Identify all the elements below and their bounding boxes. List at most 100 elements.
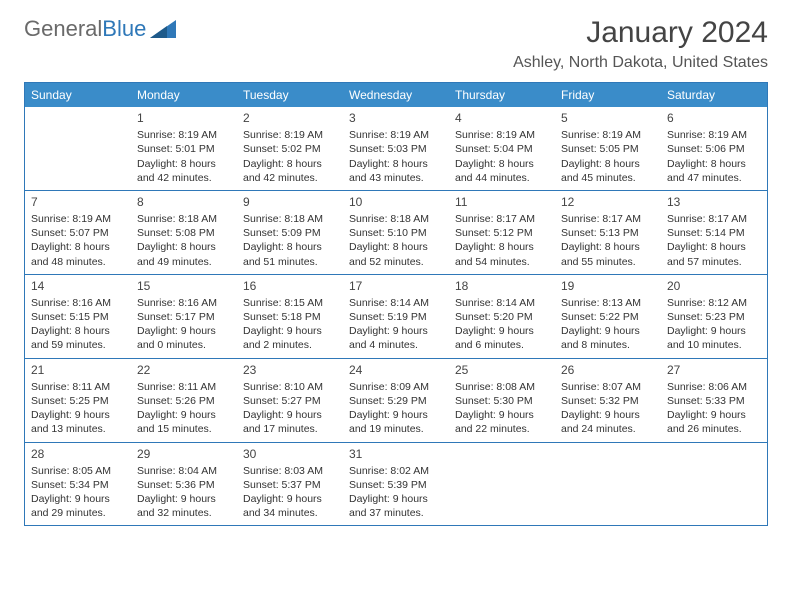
header: GeneralBlue January 2024 Ashley, North D… (24, 16, 768, 72)
day-number: 5 (561, 110, 655, 126)
day-number: 29 (137, 446, 231, 462)
sunrise-line: Sunrise: 8:09 AM (349, 380, 443, 394)
sunrise-line: Sunrise: 8:14 AM (349, 296, 443, 310)
day-cell: 6Sunrise: 8:19 AMSunset: 5:06 PMDaylight… (661, 107, 767, 190)
day-cell: 29Sunrise: 8:04 AMSunset: 5:36 PMDayligh… (131, 443, 237, 526)
sunrise-line: Sunrise: 8:17 AM (667, 212, 761, 226)
sunrise-line: Sunrise: 8:18 AM (349, 212, 443, 226)
sunrise-line: Sunrise: 8:19 AM (561, 128, 655, 142)
daylight-line: Daylight: 8 hours and 43 minutes. (349, 157, 443, 185)
sunset-line: Sunset: 5:15 PM (31, 310, 125, 324)
sunset-line: Sunset: 5:04 PM (455, 142, 549, 156)
day-number: 3 (349, 110, 443, 126)
sunrise-line: Sunrise: 8:16 AM (31, 296, 125, 310)
sunset-line: Sunset: 5:22 PM (561, 310, 655, 324)
daylight-line: Daylight: 9 hours and 24 minutes. (561, 408, 655, 436)
sunset-line: Sunset: 5:13 PM (561, 226, 655, 240)
day-number: 2 (243, 110, 337, 126)
day-number: 23 (243, 362, 337, 378)
day-number: 18 (455, 278, 549, 294)
day-cell: 14Sunrise: 8:16 AMSunset: 5:15 PMDayligh… (25, 275, 131, 358)
day-number: 4 (455, 110, 549, 126)
daylight-line: Daylight: 9 hours and 10 minutes. (667, 324, 761, 352)
day-cell: 8Sunrise: 8:18 AMSunset: 5:08 PMDaylight… (131, 191, 237, 274)
day-cell: 20Sunrise: 8:12 AMSunset: 5:23 PMDayligh… (661, 275, 767, 358)
sunrise-line: Sunrise: 8:11 AM (137, 380, 231, 394)
daylight-line: Daylight: 9 hours and 13 minutes. (31, 408, 125, 436)
daylight-line: Daylight: 9 hours and 19 minutes. (349, 408, 443, 436)
daylight-line: Daylight: 8 hours and 51 minutes. (243, 240, 337, 268)
sunset-line: Sunset: 5:34 PM (31, 478, 125, 492)
day-number: 11 (455, 194, 549, 210)
day-header: Sunday (25, 83, 131, 107)
day-cell: 27Sunrise: 8:06 AMSunset: 5:33 PMDayligh… (661, 359, 767, 442)
day-number: 9 (243, 194, 337, 210)
sunset-line: Sunset: 5:02 PM (243, 142, 337, 156)
day-header: Saturday (661, 83, 767, 107)
day-cell: 23Sunrise: 8:10 AMSunset: 5:27 PMDayligh… (237, 359, 343, 442)
sunset-line: Sunset: 5:32 PM (561, 394, 655, 408)
sunrise-line: Sunrise: 8:19 AM (31, 212, 125, 226)
sunrise-line: Sunrise: 8:19 AM (137, 128, 231, 142)
day-number: 27 (667, 362, 761, 378)
day-number: 28 (31, 446, 125, 462)
day-number: 24 (349, 362, 443, 378)
sunrise-line: Sunrise: 8:11 AM (31, 380, 125, 394)
daylight-line: Daylight: 9 hours and 29 minutes. (31, 492, 125, 520)
day-cell: 12Sunrise: 8:17 AMSunset: 5:13 PMDayligh… (555, 191, 661, 274)
day-number: 6 (667, 110, 761, 126)
day-cell: 17Sunrise: 8:14 AMSunset: 5:19 PMDayligh… (343, 275, 449, 358)
sunrise-line: Sunrise: 8:15 AM (243, 296, 337, 310)
day-cell: 3Sunrise: 8:19 AMSunset: 5:03 PMDaylight… (343, 107, 449, 190)
sunset-line: Sunset: 5:36 PM (137, 478, 231, 492)
logo-text-gray: General (24, 16, 102, 42)
day-cell: 31Sunrise: 8:02 AMSunset: 5:39 PMDayligh… (343, 443, 449, 526)
sunrise-line: Sunrise: 8:16 AM (137, 296, 231, 310)
week-row: 28Sunrise: 8:05 AMSunset: 5:34 PMDayligh… (25, 443, 767, 527)
daylight-line: Daylight: 9 hours and 8 minutes. (561, 324, 655, 352)
day-cell: 5Sunrise: 8:19 AMSunset: 5:05 PMDaylight… (555, 107, 661, 190)
day-cell: 15Sunrise: 8:16 AMSunset: 5:17 PMDayligh… (131, 275, 237, 358)
sunrise-line: Sunrise: 8:12 AM (667, 296, 761, 310)
day-header: Wednesday (343, 83, 449, 107)
day-cell: 26Sunrise: 8:07 AMSunset: 5:32 PMDayligh… (555, 359, 661, 442)
sunset-line: Sunset: 5:39 PM (349, 478, 443, 492)
week-row: 7Sunrise: 8:19 AMSunset: 5:07 PMDaylight… (25, 191, 767, 275)
daylight-line: Daylight: 9 hours and 17 minutes. (243, 408, 337, 436)
day-number: 16 (243, 278, 337, 294)
sunrise-line: Sunrise: 8:08 AM (455, 380, 549, 394)
sunset-line: Sunset: 5:03 PM (349, 142, 443, 156)
day-header: Thursday (449, 83, 555, 107)
sunset-line: Sunset: 5:06 PM (667, 142, 761, 156)
sunrise-line: Sunrise: 8:13 AM (561, 296, 655, 310)
day-cell: 18Sunrise: 8:14 AMSunset: 5:20 PMDayligh… (449, 275, 555, 358)
day-number: 1 (137, 110, 231, 126)
sunset-line: Sunset: 5:12 PM (455, 226, 549, 240)
daylight-line: Daylight: 8 hours and 57 minutes. (667, 240, 761, 268)
day-cell (449, 443, 555, 526)
daylight-line: Daylight: 8 hours and 52 minutes. (349, 240, 443, 268)
day-cell: 9Sunrise: 8:18 AMSunset: 5:09 PMDaylight… (237, 191, 343, 274)
month-title: January 2024 (513, 16, 768, 50)
day-cell: 28Sunrise: 8:05 AMSunset: 5:34 PMDayligh… (25, 443, 131, 526)
day-cell (555, 443, 661, 526)
sunset-line: Sunset: 5:37 PM (243, 478, 337, 492)
calendar: SundayMondayTuesdayWednesdayThursdayFrid… (24, 82, 768, 526)
day-number: 13 (667, 194, 761, 210)
sunset-line: Sunset: 5:07 PM (31, 226, 125, 240)
daylight-line: Daylight: 9 hours and 6 minutes. (455, 324, 549, 352)
day-cell (661, 443, 767, 526)
day-number: 19 (561, 278, 655, 294)
sunrise-line: Sunrise: 8:04 AM (137, 464, 231, 478)
day-cell: 30Sunrise: 8:03 AMSunset: 5:37 PMDayligh… (237, 443, 343, 526)
day-number: 30 (243, 446, 337, 462)
daylight-line: Daylight: 8 hours and 54 minutes. (455, 240, 549, 268)
sunset-line: Sunset: 5:19 PM (349, 310, 443, 324)
week-row: 1Sunrise: 8:19 AMSunset: 5:01 PMDaylight… (25, 107, 767, 191)
daylight-line: Daylight: 9 hours and 22 minutes. (455, 408, 549, 436)
day-cell: 21Sunrise: 8:11 AMSunset: 5:25 PMDayligh… (25, 359, 131, 442)
day-number: 15 (137, 278, 231, 294)
sunset-line: Sunset: 5:33 PM (667, 394, 761, 408)
day-cell: 11Sunrise: 8:17 AMSunset: 5:12 PMDayligh… (449, 191, 555, 274)
daylight-line: Daylight: 8 hours and 47 minutes. (667, 157, 761, 185)
